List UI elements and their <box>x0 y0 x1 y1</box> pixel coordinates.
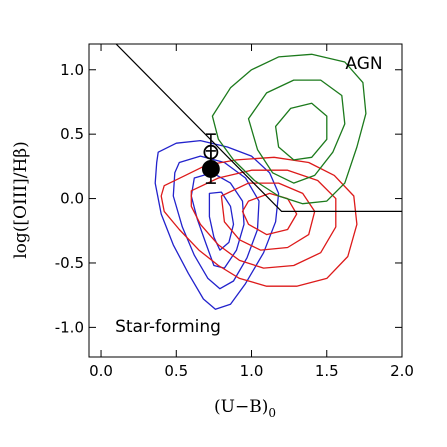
red-contour-4 <box>241 192 298 236</box>
contour-layer <box>154 53 367 310</box>
x-tick-label-0: 0.0 <box>89 362 113 380</box>
plot-background <box>89 44 402 357</box>
y-axis-title: log([OIII]/Hβ) <box>11 141 31 259</box>
annotation-star-forming: Star-forming <box>115 317 221 337</box>
green-contour-2 <box>247 79 346 184</box>
x-tick-label-3: 1.5 <box>315 362 339 380</box>
y-tick-label-2: 0.0 <box>60 190 84 208</box>
x-tick-label-4: 2.0 <box>390 362 414 380</box>
x-axis-title-main: (U−B) <box>214 397 268 417</box>
x-axis-title-subscript: 0 <box>268 406 276 420</box>
green-contour-3 <box>274 102 328 161</box>
point-layer <box>201 133 220 184</box>
x-axis-title: (U−B)0 <box>214 397 276 420</box>
green-contour-1 <box>211 53 367 205</box>
blue-contour-1 <box>154 139 280 310</box>
blue-contour-4 <box>208 191 235 251</box>
tick-layer: 0.0 0.5 1.0 1.5 2.0 -1.0 -0.5 0.0 0.5 1.0 <box>55 44 414 380</box>
y-tick-label-3: 0.5 <box>60 125 84 143</box>
blue-contour-2 <box>172 155 260 290</box>
plot-frame <box>88 43 403 358</box>
red-contour-2 <box>190 169 337 269</box>
annotation-agn: AGN <box>345 54 382 74</box>
red-contour-3 <box>220 182 316 251</box>
filled-circle-point <box>201 160 220 178</box>
y-tick-label-1: -0.5 <box>55 254 84 272</box>
dividing-line-layer <box>115 44 402 212</box>
y-tick-label-4: 1.0 <box>60 61 84 79</box>
y-tick-label-0: -1.0 <box>55 318 84 336</box>
red-contour-1 <box>160 156 358 287</box>
x-tick-label-2: 1.0 <box>240 362 264 380</box>
x-tick-label-1: 0.5 <box>164 362 188 380</box>
agn-dividing-line <box>115 44 402 212</box>
